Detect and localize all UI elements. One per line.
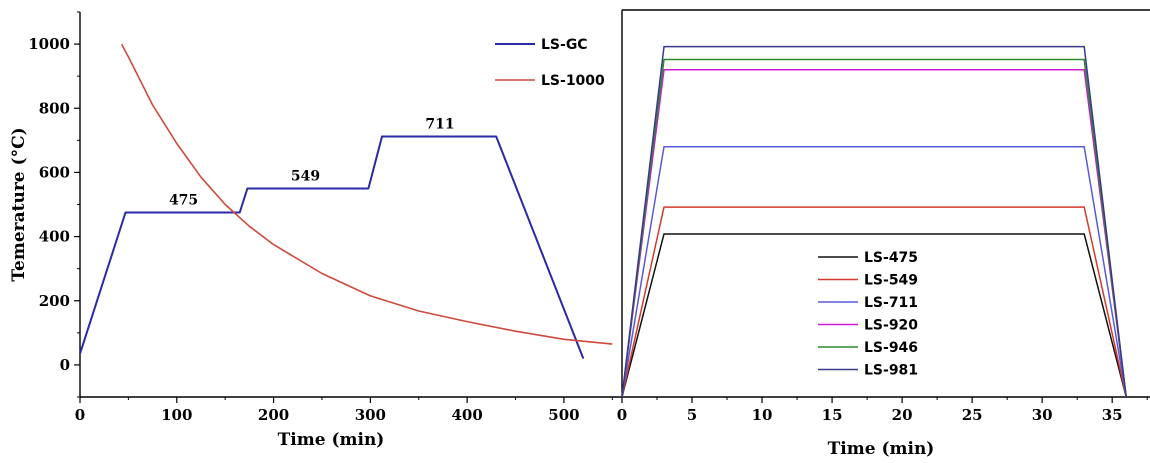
left-y-tick-label: 400 <box>39 228 70 246</box>
right-x-tick-label: 5 <box>687 406 697 424</box>
left-x-tick-label: 300 <box>355 406 386 424</box>
right-x-tick-label: 30 <box>1032 406 1053 424</box>
legend-label: LS-981 <box>864 363 918 379</box>
right-x-tick-label: 20 <box>892 406 913 424</box>
left-x-tick-label: 400 <box>451 406 482 424</box>
legend-label: LS-GC <box>541 37 588 53</box>
legend-label: LS-711 <box>864 295 918 311</box>
left-x-tick-label: 0 <box>75 406 85 424</box>
plateau-label: 711 <box>425 116 454 132</box>
series-line-ls-549 <box>621 206 1127 398</box>
right-x-axis-title: Time (min) <box>828 439 935 459</box>
legend-label: LS-475 <box>864 250 918 266</box>
right-x-tick-label: 15 <box>822 406 843 424</box>
series-line-ls-475 <box>621 233 1127 398</box>
left-y-tick-label: 600 <box>39 163 70 181</box>
right-x-tick-label: 0 <box>617 406 627 424</box>
left-y-axis-title: Temerature (°C) <box>9 127 29 281</box>
legend-label: LS-549 <box>864 273 918 289</box>
plateau-label: 475 <box>169 193 198 209</box>
left-y-tick-label: 1000 <box>28 35 70 53</box>
series-line-ls-946 <box>621 58 1127 398</box>
plateau-label: 549 <box>291 168 320 184</box>
legend-label: LS-1000 <box>541 73 605 89</box>
left-chart: 0 100 200 300 400 500 0 200 400 600 800 1000 Time (m… <box>9 11 622 450</box>
left-x-axis-title: Time (min) <box>278 430 385 450</box>
legend-label: LS-946 <box>864 340 918 356</box>
right-x-tick-label: 10 <box>752 406 773 424</box>
series-line-ls-711 <box>621 146 1127 398</box>
series-line-ls-gc <box>79 135 585 359</box>
right-x-tick-label: 25 <box>962 406 983 424</box>
left-x-tick-label: 200 <box>258 406 289 424</box>
left-y-tick-label: 0 <box>60 356 70 374</box>
left-y-tick-label: 200 <box>39 292 70 310</box>
left-x-tick-label: 500 <box>548 406 579 424</box>
series-line-ls-981 <box>621 45 1127 398</box>
left-y-tick-label: 800 <box>39 99 70 117</box>
right-x-tick-label: 35 <box>1102 406 1123 424</box>
series-line-ls-1000 <box>120 43 613 345</box>
right-chart: 0 5 10 15 20 25 30 35 Time (min) LS-475 LS-549 LS-7… <box>617 9 1150 459</box>
left-x-tick-label: 100 <box>161 406 192 424</box>
legend-label: LS-920 <box>864 318 918 334</box>
